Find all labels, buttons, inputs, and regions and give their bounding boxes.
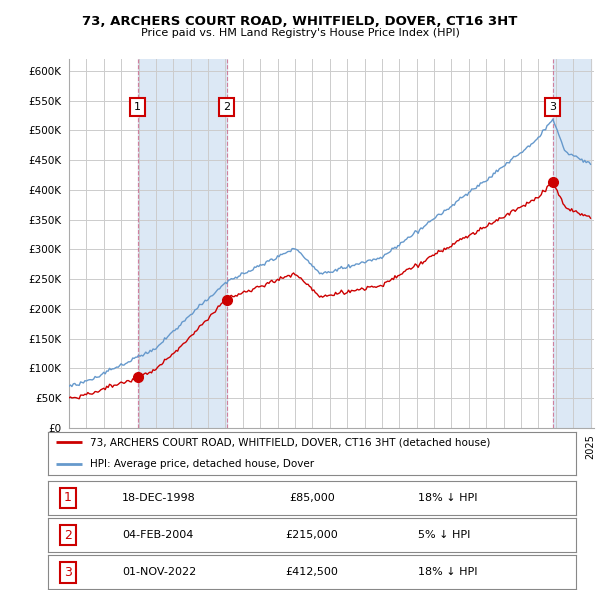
Text: 3: 3 [64, 566, 72, 579]
Text: 18% ↓ HPI: 18% ↓ HPI [418, 568, 477, 577]
Text: £412,500: £412,500 [286, 568, 338, 577]
Text: 73, ARCHERS COURT ROAD, WHITFIELD, DOVER, CT16 3HT (detached house): 73, ARCHERS COURT ROAD, WHITFIELD, DOVER… [90, 437, 491, 447]
Text: £85,000: £85,000 [289, 493, 335, 503]
Text: HPI: Average price, detached house, Dover: HPI: Average price, detached house, Dove… [90, 460, 314, 469]
Bar [553, 59, 590, 428]
Text: 18% ↓ HPI: 18% ↓ HPI [418, 493, 477, 503]
Text: 18-DEC-1998: 18-DEC-1998 [122, 493, 196, 503]
Text: 2: 2 [64, 529, 72, 542]
Text: 2: 2 [223, 102, 230, 112]
Text: Price paid vs. HM Land Registry's House Price Index (HPI): Price paid vs. HM Land Registry's House … [140, 28, 460, 38]
Text: 3: 3 [550, 102, 556, 112]
Text: 1: 1 [64, 491, 72, 504]
Bar [138, 59, 227, 428]
Text: 1: 1 [134, 102, 142, 112]
Text: £215,000: £215,000 [286, 530, 338, 540]
Text: 04-FEB-2004: 04-FEB-2004 [122, 530, 193, 540]
Text: 5% ↓ HPI: 5% ↓ HPI [418, 530, 470, 540]
Text: 73, ARCHERS COURT ROAD, WHITFIELD, DOVER, CT16 3HT: 73, ARCHERS COURT ROAD, WHITFIELD, DOVER… [82, 15, 518, 28]
Text: 01-NOV-2022: 01-NOV-2022 [122, 568, 196, 577]
